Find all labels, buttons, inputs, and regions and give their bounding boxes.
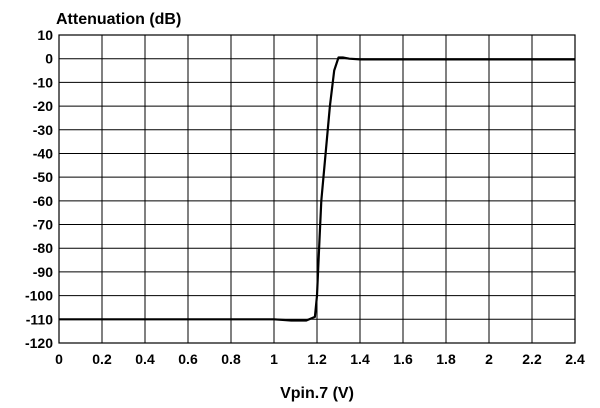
x-tick-label: 2.2 xyxy=(522,351,542,367)
series-lines xyxy=(59,56,575,322)
y-tick-label: -20 xyxy=(33,98,53,114)
x-tick-label: 2.4 xyxy=(565,351,585,367)
x-tick-label: 1 xyxy=(270,351,278,367)
x-tick-label: 0 xyxy=(55,351,63,367)
x-tick-label: 1.8 xyxy=(436,351,456,367)
y-tick-label: -30 xyxy=(33,122,53,138)
y-tick-label: -100 xyxy=(25,288,53,304)
x-tick-label: 1.4 xyxy=(350,351,370,367)
y-tick-label: -40 xyxy=(33,145,53,161)
x-tick-labels: 0 0.2 0.4 0.6 0.8 1 1.2 1.4 1.6 1.8 2 2.2 2.4 xyxy=(55,351,585,367)
y-tick-labels: 10 0 -10 -20 -30 -40 -50 -60 -70 -80 -90 -100 -110 -1… xyxy=(25,27,53,351)
y-tick-label: 0 xyxy=(45,51,53,67)
y-tick-label: -120 xyxy=(25,335,53,351)
x-tick-label: 1.6 xyxy=(393,351,413,367)
x-tick-label: 0.4 xyxy=(135,351,155,367)
series-line xyxy=(59,56,575,322)
x-tick-label: 2 xyxy=(485,351,493,367)
y-tick-label: -10 xyxy=(33,74,53,90)
y-axis-title: Attenuation (dB) xyxy=(56,11,181,28)
y-tick-label: -80 xyxy=(33,240,53,256)
x-tick-label: 0.6 xyxy=(178,351,198,367)
x-axis-title: Vpin.7 (V) xyxy=(280,385,354,402)
y-tick-label: -50 xyxy=(33,169,53,185)
x-tick-label: 0.2 xyxy=(92,351,112,367)
x-tick-label: 0.8 xyxy=(221,351,241,367)
y-tick-label: -60 xyxy=(33,193,53,209)
y-tick-label: -90 xyxy=(33,264,53,280)
x-tick-label: 1.2 xyxy=(307,351,327,367)
y-tick-label: -70 xyxy=(33,217,53,233)
y-tick-label: -110 xyxy=(26,311,53,327)
plot-frame xyxy=(58,34,576,344)
y-tick-label: 10 xyxy=(37,27,53,43)
grid-lines xyxy=(58,34,576,344)
